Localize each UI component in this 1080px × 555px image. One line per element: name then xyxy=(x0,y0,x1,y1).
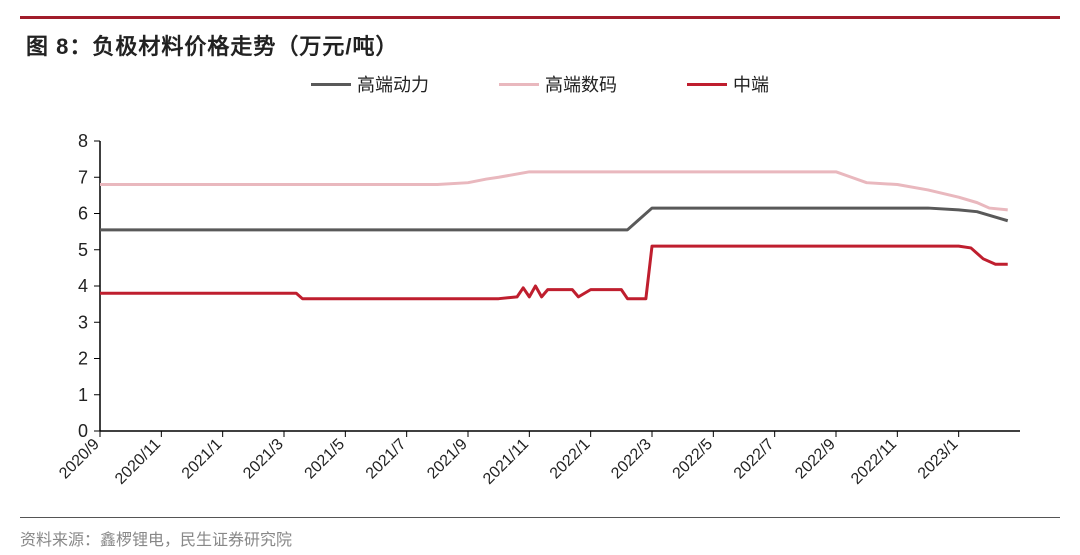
line-chart: 0 1 2 3 4 5 6 7 8 2020/92020/11 2021/1 2021/3 2021/5… xyxy=(40,101,1040,511)
title-rule: 图 8：负极材料价格走势（万元/吨） xyxy=(20,16,1060,71)
legend-label: 高端数码 xyxy=(545,71,617,97)
x-tick-label: 2023/1 xyxy=(915,436,962,483)
legend-item: 高端数码 xyxy=(499,71,617,97)
legend-item: 中端 xyxy=(687,71,769,97)
x-tick-label: 2021/7 xyxy=(363,436,410,483)
x-tick-label: 2021/1 xyxy=(179,436,226,483)
chart-svg: 0 1 2 3 4 5 6 7 8 2020/92020/11 2021/1 2021/3 2021/5… xyxy=(40,101,1040,511)
chart-title: 图 8：负极材料价格走势（万元/吨） xyxy=(26,29,1060,61)
series-line xyxy=(100,172,1008,210)
x-tick-label: 2021/11 xyxy=(480,436,532,488)
x-tick-label: 2022/7 xyxy=(731,436,778,483)
y-tick-label: 8 xyxy=(78,131,88,151)
x-tick-label: 2022/9 xyxy=(792,436,839,483)
x-tick-label: 2022/1 xyxy=(547,436,594,483)
y-tick-label: 3 xyxy=(78,312,88,332)
y-tick-label: 0 xyxy=(78,421,88,441)
x-tick-label: 2022/11 xyxy=(848,436,900,488)
series-line xyxy=(100,246,1008,299)
x-tick-label: 2021/5 xyxy=(302,436,349,483)
x-tick-label: 2021/9 xyxy=(424,436,471,483)
legend-label: 中端 xyxy=(733,71,769,97)
series-line xyxy=(100,208,1008,230)
y-tick-label: 1 xyxy=(78,385,88,405)
y-tick-label: 2 xyxy=(78,349,88,369)
x-tick-label: 2022/5 xyxy=(670,436,717,483)
legend-swatch xyxy=(311,83,351,86)
legend: 高端动力 高端数码 中端 xyxy=(20,71,1060,97)
y-tick-label: 4 xyxy=(78,276,88,296)
x-tick-label: 2022/3 xyxy=(608,436,655,483)
footer-rule: 资料来源：鑫椤锂电，民生证券研究院 xyxy=(20,517,1060,550)
y-tick-label: 7 xyxy=(78,167,88,187)
legend-swatch xyxy=(499,83,539,86)
legend-item: 高端动力 xyxy=(311,71,429,97)
legend-label: 高端动力 xyxy=(357,71,429,97)
x-tick-label: 2020/9 xyxy=(56,436,103,483)
source-line: 资料来源：鑫椤锂电，民生证券研究院 xyxy=(20,526,1060,550)
x-tick-label: 2020/11 xyxy=(112,436,164,488)
y-tick-label: 6 xyxy=(78,204,88,224)
legend-swatch xyxy=(687,83,727,86)
x-tick-label: 2021/3 xyxy=(240,436,287,483)
y-tick-label: 5 xyxy=(78,240,88,260)
figure-container: 图 8：负极材料价格走势（万元/吨） 高端动力 高端数码 中端 0 1 2 3 4 5 6 7 8 2… xyxy=(0,0,1080,555)
